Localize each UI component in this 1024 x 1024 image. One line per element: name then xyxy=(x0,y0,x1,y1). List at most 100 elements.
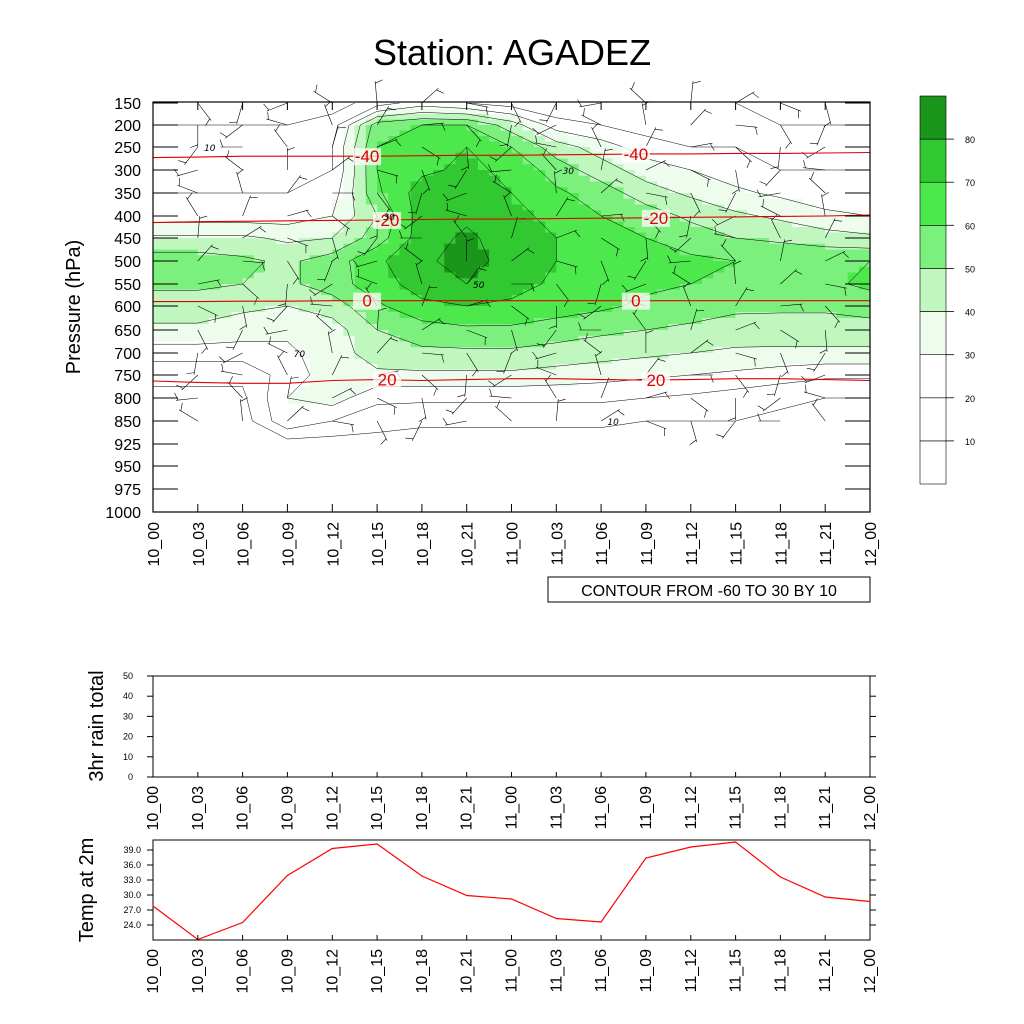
humidity-cell xyxy=(276,306,289,313)
humidity-cell xyxy=(265,477,277,484)
humidity-cell xyxy=(209,369,221,376)
humidity-cell xyxy=(321,375,333,382)
humidity-cell xyxy=(813,432,826,439)
humidity-cell xyxy=(701,249,714,256)
humidity-cell xyxy=(589,136,602,143)
humidity-cell xyxy=(153,455,165,462)
humidity-cell xyxy=(433,409,445,416)
humidity-cell xyxy=(388,232,401,239)
humidity-cell xyxy=(567,477,580,484)
humidity-cell xyxy=(724,489,737,496)
humidity-cell xyxy=(522,494,535,502)
humidity-cell xyxy=(276,369,289,376)
humidity-cell xyxy=(444,187,457,194)
humidity-cell xyxy=(455,471,468,479)
humidity-cell xyxy=(713,386,725,393)
humidity-cell xyxy=(545,398,557,405)
humidity-cell xyxy=(645,477,658,484)
humidity-cell xyxy=(365,278,378,285)
humidity-contour-segment xyxy=(541,260,557,285)
humidity-cell xyxy=(813,158,826,165)
humidity-cell xyxy=(477,489,490,496)
humidity-cell xyxy=(153,375,165,382)
humidity-cell xyxy=(477,369,490,376)
humidity-cell xyxy=(825,170,837,177)
humidity-cell xyxy=(489,347,501,354)
humidity-cell xyxy=(713,460,725,467)
humidity-cell xyxy=(500,170,513,177)
humidity-cell xyxy=(231,392,244,399)
humidity-cell xyxy=(343,318,356,325)
humidity-cell xyxy=(780,272,793,279)
humidity-cell xyxy=(858,300,871,307)
humidity-cell xyxy=(634,261,647,268)
humidity-cell xyxy=(231,460,244,467)
humidity-cell xyxy=(377,204,389,211)
humidity-cell xyxy=(735,466,748,473)
humidity-cell xyxy=(253,272,266,279)
humidity-cell xyxy=(231,266,244,274)
humidity-cell xyxy=(332,238,345,245)
humidity-cell xyxy=(623,449,636,456)
humidity-cell xyxy=(847,455,860,462)
humidity-cell xyxy=(444,289,457,296)
humidity-cell xyxy=(701,284,714,291)
humidity-cell xyxy=(253,255,266,262)
humidity-cell xyxy=(567,114,580,121)
humidity-cell xyxy=(578,164,591,171)
humidity-cell xyxy=(231,341,244,348)
humidity-cell xyxy=(231,198,244,206)
humidity-cell xyxy=(612,353,625,360)
humidity-cell xyxy=(153,295,165,302)
wind-barb-shaft xyxy=(690,142,713,148)
humidity-cell xyxy=(802,158,815,165)
humidity-cell xyxy=(332,136,345,143)
humidity-cell xyxy=(197,114,210,121)
humidity-cell xyxy=(253,164,266,171)
humidity-cell xyxy=(578,364,591,371)
humidity-cell xyxy=(421,204,434,211)
humidity-cell xyxy=(220,312,233,319)
humidity-cell xyxy=(466,415,479,422)
humidity-cell xyxy=(858,494,871,502)
humidity-cell xyxy=(735,403,748,411)
humidity-cell xyxy=(365,421,378,428)
humidity-cell xyxy=(242,147,255,154)
humidity-cell xyxy=(433,136,445,143)
humidity-cell xyxy=(466,438,479,445)
humidity-cell xyxy=(242,243,255,251)
humidity-cell xyxy=(612,204,625,211)
humidity-cell xyxy=(433,125,445,132)
humidity-cell xyxy=(813,341,826,348)
humidity-cell xyxy=(668,125,681,132)
humidity-cell xyxy=(735,164,748,171)
humidity-cell xyxy=(791,466,804,473)
humidity-cell xyxy=(500,114,513,121)
humidity-cell xyxy=(522,403,535,411)
humidity-cell xyxy=(354,375,367,382)
humidity-contour-segment xyxy=(825,229,871,235)
humidity-cell xyxy=(601,421,613,428)
humidity-cell xyxy=(220,119,233,126)
humidity-cell xyxy=(578,227,591,234)
humidity-cell xyxy=(265,187,277,194)
humidity-cell xyxy=(735,386,748,393)
humidity-cell xyxy=(802,266,815,274)
humidity-cell xyxy=(780,181,793,188)
humidity-cell xyxy=(757,175,770,183)
wind-barb-flag xyxy=(190,144,198,148)
humidity-cell xyxy=(444,181,457,188)
humidity-cell xyxy=(858,119,871,126)
humidity-contour-segment xyxy=(511,113,546,126)
humidity-cell xyxy=(769,471,781,479)
humidity-cell xyxy=(309,330,322,337)
humidity-cell xyxy=(645,152,658,160)
humidity-cell xyxy=(690,114,703,121)
humidity-cell xyxy=(253,449,266,456)
humidity-cell xyxy=(701,380,714,388)
humidity-cell xyxy=(645,295,658,302)
humidity-cell xyxy=(679,272,692,279)
humidity-cell xyxy=(242,392,255,399)
humidity-cell xyxy=(332,444,345,451)
humidity-cell xyxy=(645,398,658,405)
